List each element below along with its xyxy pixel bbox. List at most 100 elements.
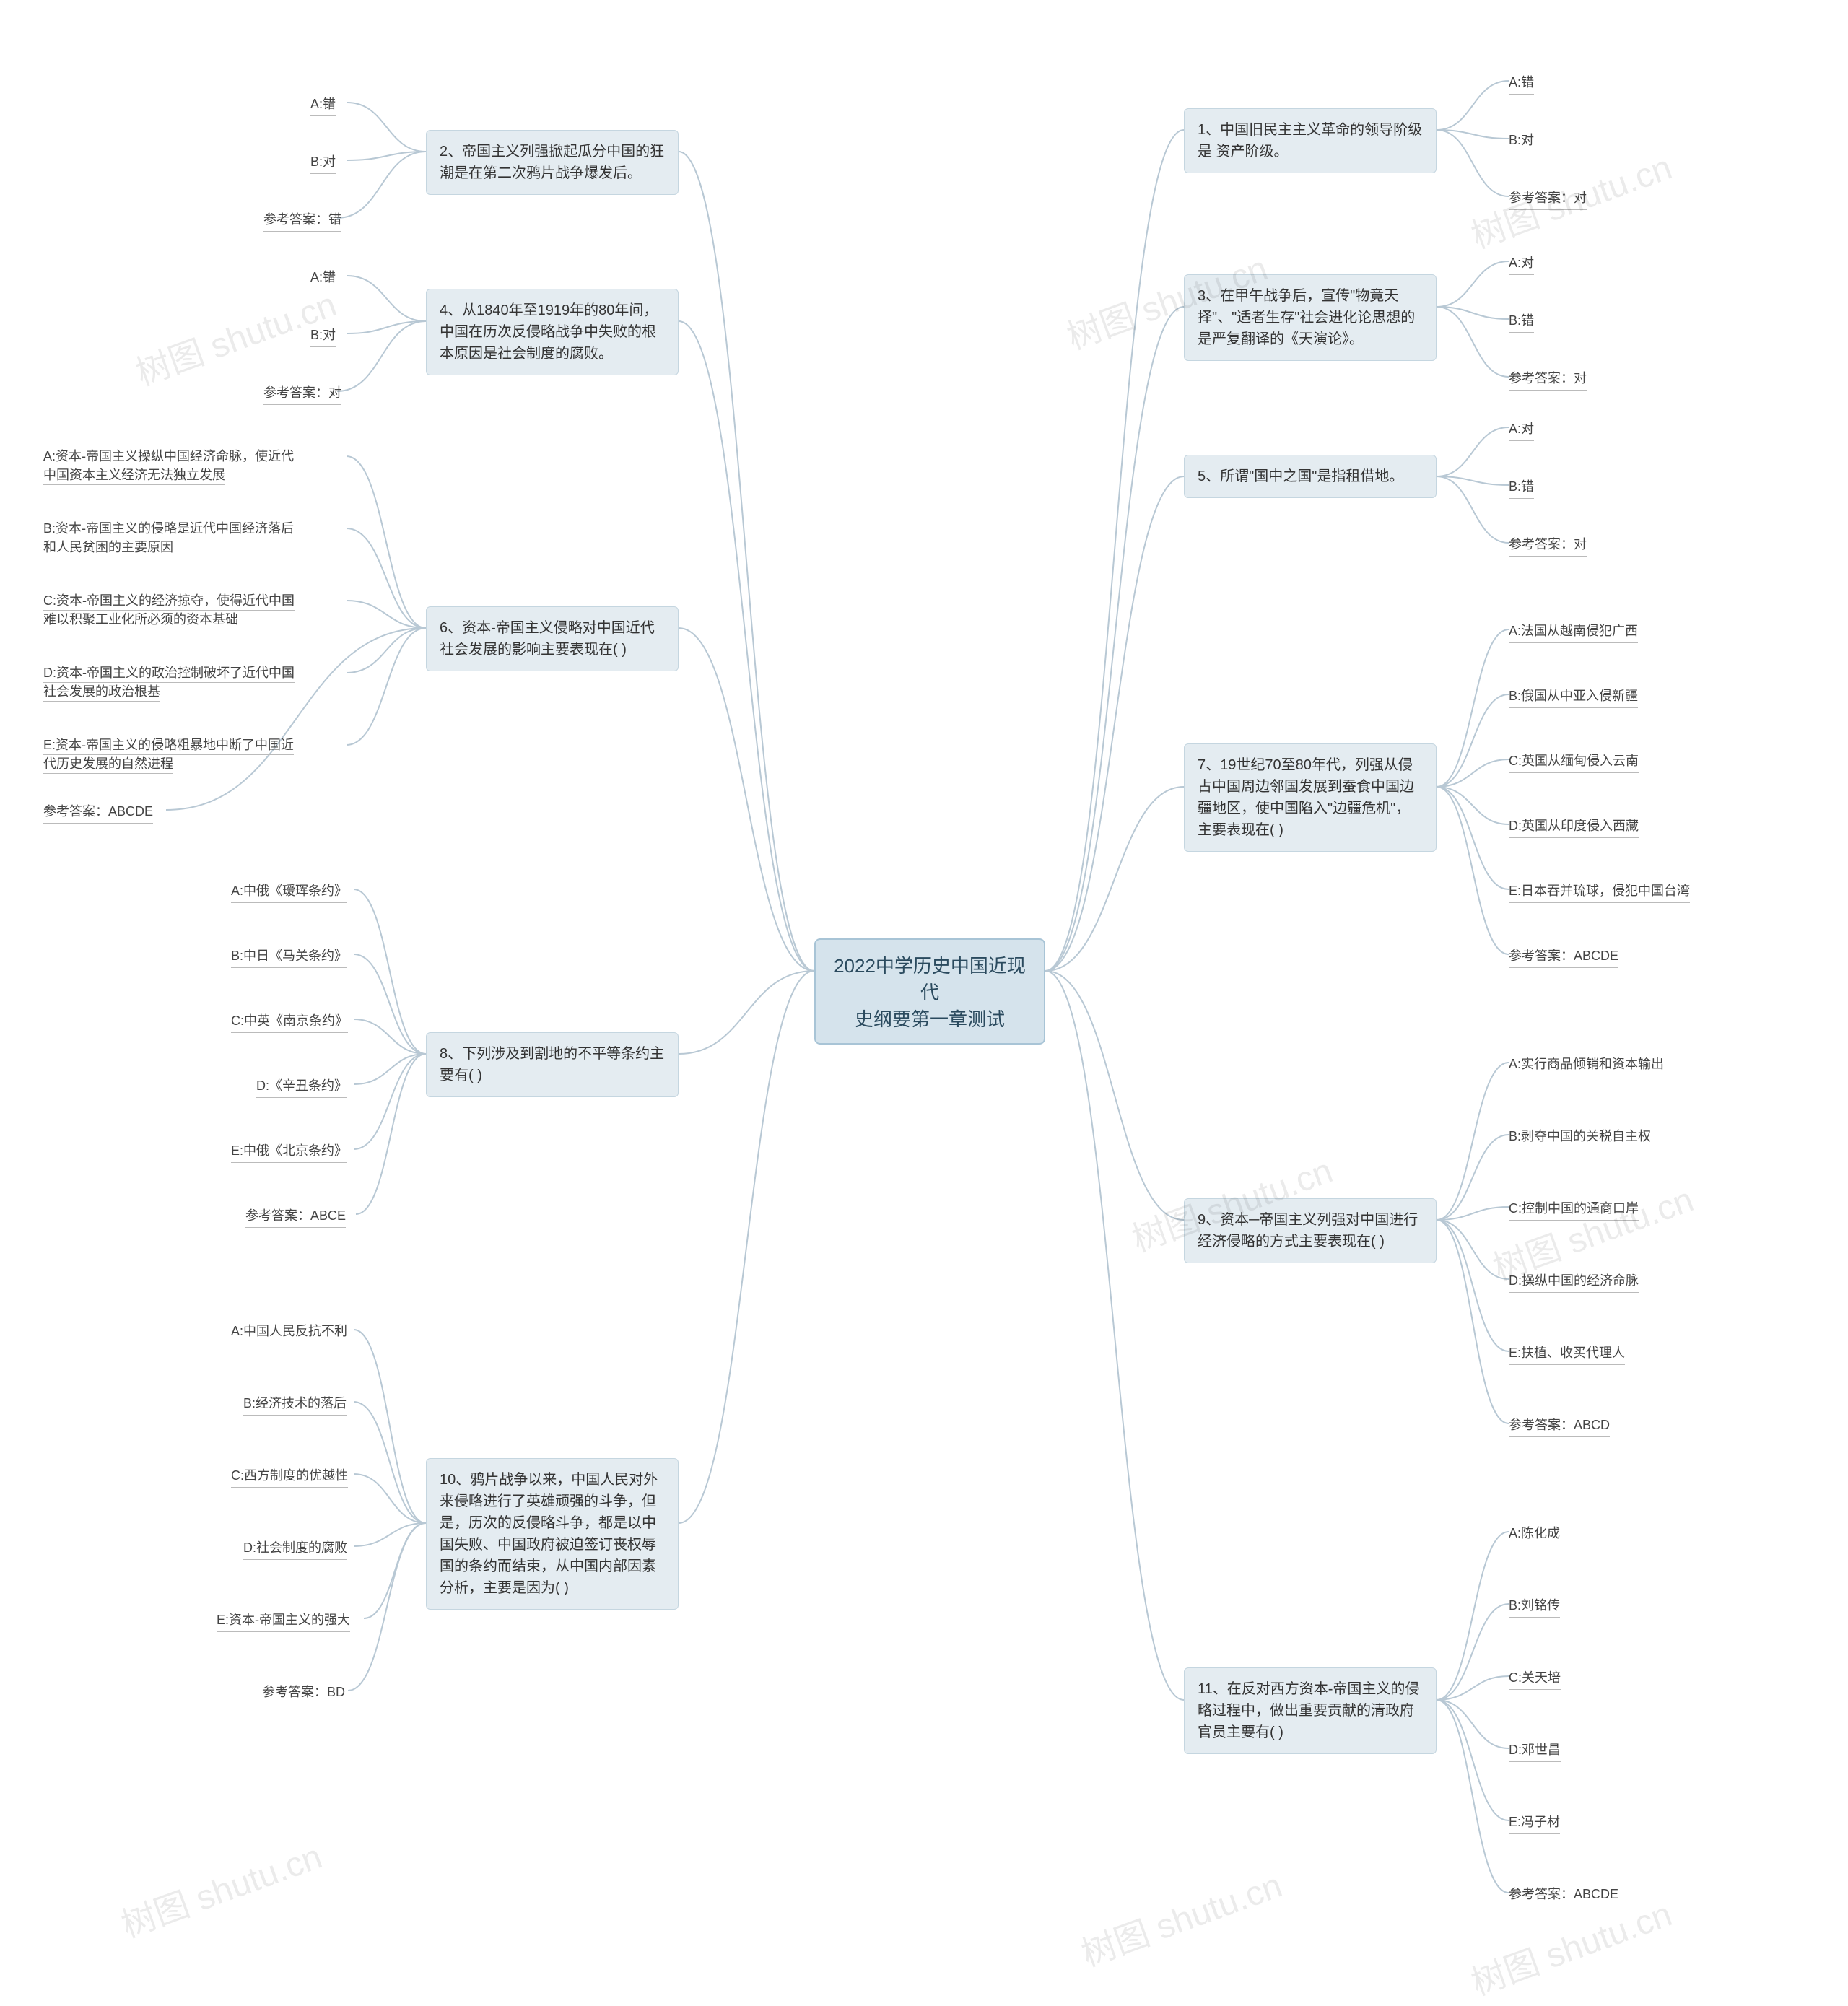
leaf-option: E:资本-帝国主义的强大 [217, 1610, 350, 1632]
connector-line [1437, 476, 1509, 485]
connector-line [1437, 476, 1509, 543]
leaf-option: B:错 [1509, 476, 1534, 499]
leaf-option: A:法国从越南侵犯广西 [1509, 621, 1638, 643]
leaf-option: D:操纵中国的经济命脉 [1509, 1270, 1639, 1293]
connector-line [1437, 787, 1509, 889]
question-node-q9: 9、资本─帝国主义列强对中国进行经济侵略的方式主要表现在( ) [1184, 1198, 1437, 1263]
connector-line [1437, 307, 1509, 319]
leaf-option: E:冯子材 [1509, 1812, 1560, 1834]
connector-line [1045, 787, 1184, 971]
leaf-option: C:中英《南京条约》 [231, 1011, 348, 1033]
central-title-line2: 史纲要第一章测试 [855, 1008, 1005, 1030]
connector-line [337, 152, 426, 218]
leaf-option: A:错 [310, 267, 336, 289]
connector-line [1437, 1135, 1509, 1220]
connector-line [1437, 1220, 1509, 1423]
connector-line [1437, 1063, 1509, 1220]
leaf-option: 参考答案：BD [262, 1682, 345, 1704]
leaf-option: 参考答案：ABCDE [43, 801, 153, 824]
connector-line [1437, 261, 1509, 307]
connector-line [354, 1054, 426, 1149]
question-node-q1: 1、中国旧民主主义革命的领导阶级是 资产阶级。 [1184, 108, 1437, 173]
connector-line [679, 321, 814, 971]
connector-line [354, 889, 426, 1054]
watermark: 树图 shutu.cn [1073, 1857, 1288, 1976]
connector-line [679, 628, 814, 971]
connector-line [1437, 629, 1509, 787]
connector-line [1437, 1700, 1509, 1748]
leaf-option: 参考答案：错 [263, 209, 341, 232]
leaf-option: A:对 [1509, 419, 1534, 441]
leaf-option: C:英国从缅甸侵入云南 [1509, 751, 1639, 773]
leaf-option: E:扶植、收买代理人 [1509, 1343, 1625, 1365]
leaf-option: A:资本-帝国主义操纵中国经济命脉，使近代中国资本主义经济无法独立发展 [43, 448, 294, 488]
connector-line [1045, 971, 1184, 1220]
connector-line [1045, 971, 1184, 1700]
connector-line [356, 1054, 426, 1214]
connector-line [347, 103, 426, 152]
leaf-option: 参考答案：对 [1509, 534, 1587, 557]
connector-line [1045, 307, 1184, 971]
connector-line [1437, 1220, 1509, 1279]
connector-line [1437, 1532, 1509, 1700]
leaf-option: A:中俄《瑷珲条约》 [231, 881, 347, 903]
question-node-q11: 11、在反对西方资本-帝国主义的侵略过程中，做出重要贡献的清政府官员主要有( ) [1184, 1667, 1437, 1754]
connector-line [1437, 787, 1509, 824]
question-node-q10: 10、鸦片战争以来，中国人民对外来侵略进行了英雄顽强的斗争，但是，历次的反侵略斗… [426, 1458, 679, 1610]
connector-line [1437, 130, 1509, 139]
leaf-option: C:西方制度的优越性 [231, 1465, 348, 1488]
connector-line [354, 1330, 426, 1523]
connector-line [679, 971, 814, 1054]
connector-line [1437, 694, 1509, 787]
leaf-option: 参考答案：ABCE [245, 1205, 346, 1228]
central-node: 2022中学历史中国近现代 史纲要第一章测试 [814, 938, 1045, 1045]
leaf-option: C:资本-帝国主义的经济掠夺，使得近代中国难以积聚工业化所必须的资本基础 [43, 592, 295, 632]
leaf-option: A:陈化成 [1509, 1523, 1560, 1545]
leaf-option: D:英国从印度侵入西藏 [1509, 816, 1639, 838]
connector-line [346, 601, 426, 628]
leaf-option: B:对 [1509, 130, 1534, 152]
leaf-option: D:社会制度的腐败 [243, 1538, 347, 1560]
leaf-option: B:剥夺中国的关税自主权 [1509, 1126, 1651, 1148]
connector-line [364, 1523, 426, 1618]
connector-line [1437, 1207, 1509, 1220]
leaf-option: D:邓世昌 [1509, 1740, 1561, 1762]
connector-line [1437, 787, 1509, 954]
question-node-q2: 2、帝国主义列强掀起瓜分中国的狂潮是在第二次鸦片战争爆发后。 [426, 130, 679, 195]
connector-line [354, 1402, 426, 1523]
leaf-option: D:资本-帝国主义的政治控制破坏了近代中国社会发展的政治根基 [43, 664, 295, 705]
connector-line [1437, 130, 1509, 196]
connector-line [347, 321, 426, 333]
leaf-option: B:错 [1509, 310, 1534, 333]
connector-line [679, 971, 814, 1523]
leaf-option: B:资本-帝国主义的侵略是近代中国经济落后和人民贫困的主要原因 [43, 520, 294, 560]
leaf-option: E:资本-帝国主义的侵略粗暴地中断了中国近代历史发展的自然进程 [43, 736, 294, 777]
leaf-option: A:对 [1509, 253, 1534, 275]
connector-line [354, 954, 426, 1054]
connector-line [166, 628, 426, 810]
connector-line [1437, 81, 1509, 130]
connector-line [348, 1523, 426, 1691]
leaf-option: 参考答案：ABCD [1509, 1415, 1610, 1437]
connector-line [1437, 759, 1509, 787]
leaf-option: A:中国人民反抗不利 [231, 1321, 347, 1343]
connector-line [679, 152, 814, 971]
leaf-option: C:关天培 [1509, 1667, 1561, 1690]
question-node-q8: 8、下列涉及到割地的不平等条约主要有( ) [426, 1032, 679, 1097]
question-node-q4: 4、从1840年至1919年的80年间，中国在历次反侵略战争中失败的根本原因是社… [426, 289, 679, 375]
question-node-q5: 5、所谓"国中之国"是指租借地。 [1184, 455, 1437, 498]
connector-line [346, 628, 426, 673]
connector-line [354, 1474, 426, 1523]
connector-line [346, 628, 426, 745]
connector-line [1045, 476, 1184, 971]
connector-line [1437, 1700, 1509, 1820]
question-node-q3: 3、在甲午战争后，宣传"物竟天择"、"适者生存"社会进化论思想的是严复翻译的《天… [1184, 274, 1437, 361]
leaf-option: E:中俄《北京条约》 [231, 1141, 347, 1163]
central-title-line1: 2022中学历史中国近现代 [834, 955, 1026, 1003]
connector-line [347, 276, 426, 321]
question-node-q6: 6、资本-帝国主义侵略对中国近代社会发展的影响主要表现在( ) [426, 606, 679, 671]
connector-line [354, 1054, 426, 1084]
connector-line [1437, 427, 1509, 476]
connector-line [354, 1523, 426, 1546]
leaf-option: 参考答案：ABCDE [1509, 946, 1618, 968]
